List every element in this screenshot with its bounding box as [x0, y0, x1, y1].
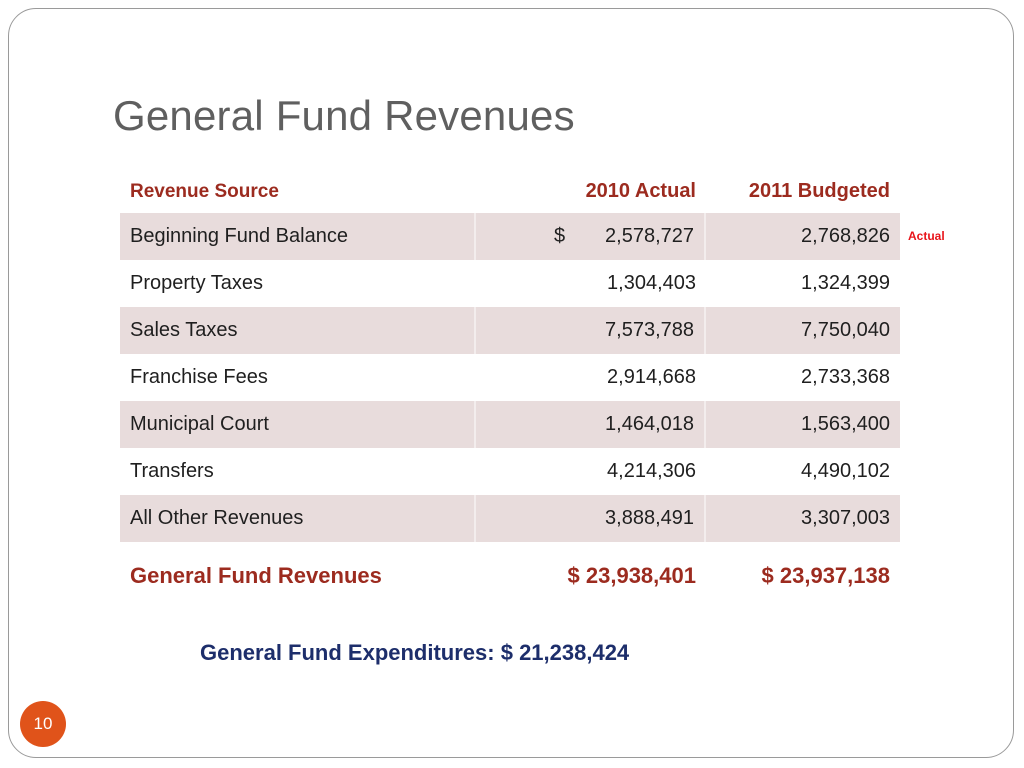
row-budgeted-2011: 1,324,399 [801, 272, 890, 294]
table-row: Property Taxes 1,304,403 1,324,399 [120, 260, 900, 307]
total-actual-2010: $ 23,938,401 [567, 563, 696, 588]
row-source: Sales Taxes [130, 319, 238, 341]
table-row: Franchise Fees 2,914,668 2,733,368 [120, 354, 900, 401]
row-actual-2010: 1,464,018 [474, 401, 706, 448]
row-actual-cell: $ 2,578,727 [474, 213, 706, 260]
header-revenue-source: Revenue Source [130, 180, 279, 202]
table-row: Beginning Fund Balance $ 2,578,727 2,768… [120, 213, 900, 260]
table-row: Municipal Court 1,464,018 1,563,400 [120, 401, 900, 448]
table-row: All Other Revenues 3,888,491 3,307,003 [120, 495, 900, 542]
row-actual-2010: 7,573,788 [474, 307, 706, 354]
row-budgeted-2011: 4,490,102 [801, 460, 890, 482]
row-budgeted-2011: 2,733,368 [801, 366, 890, 388]
row-source: All Other Revenues [130, 507, 304, 529]
row-source: Beginning Fund Balance [130, 225, 348, 247]
table-row: Sales Taxes 7,573,788 7,750,040 [120, 307, 900, 354]
row-budgeted-2011: 3,307,003 [801, 507, 890, 529]
row-actual-2010: 2,578,727 [605, 225, 694, 247]
slide-frame [8, 8, 1014, 758]
page-number-badge: 10 [20, 701, 66, 747]
slide-title: General Fund Revenues [113, 92, 575, 139]
revenue-table: Revenue Source 2010 Actual 2011 Budgeted… [120, 170, 900, 542]
row-budgeted-2011: 7,750,040 [801, 319, 890, 341]
row-actual-2010: 3,888,491 [474, 495, 706, 542]
row-actual-2010: 4,214,306 [607, 460, 696, 482]
currency-symbol: $ [554, 225, 566, 247]
row-actual-2010: 2,914,668 [607, 366, 696, 388]
header-2011-budgeted: 2011 Budgeted [748, 180, 890, 202]
row-budgeted-2011: 2,768,826 [801, 225, 890, 247]
header-2010-actual: 2010 Actual [585, 180, 696, 202]
actual-annotation: Actual [908, 229, 945, 243]
row-source: Franchise Fees [130, 366, 268, 388]
row-budgeted-2011: 1,563,400 [801, 413, 890, 435]
table-row: Transfers 4,214,306 4,490,102 [120, 448, 900, 495]
row-source: Transfers [130, 460, 214, 482]
row-source: Property Taxes [130, 272, 264, 294]
row-actual-2010: 1,304,403 [607, 272, 696, 294]
total-row: General Fund Revenues $ 23,938,401 $ 23,… [120, 556, 900, 596]
row-source: Municipal Court [130, 413, 269, 435]
expenditures-summary: General Fund Expenditures: $ 21,238,424 [200, 640, 630, 665]
total-label: General Fund Revenues [130, 563, 382, 588]
table-header-row: Revenue Source 2010 Actual 2011 Budgeted [120, 170, 900, 213]
total-budgeted-2011: $ 23,937,138 [761, 563, 890, 588]
